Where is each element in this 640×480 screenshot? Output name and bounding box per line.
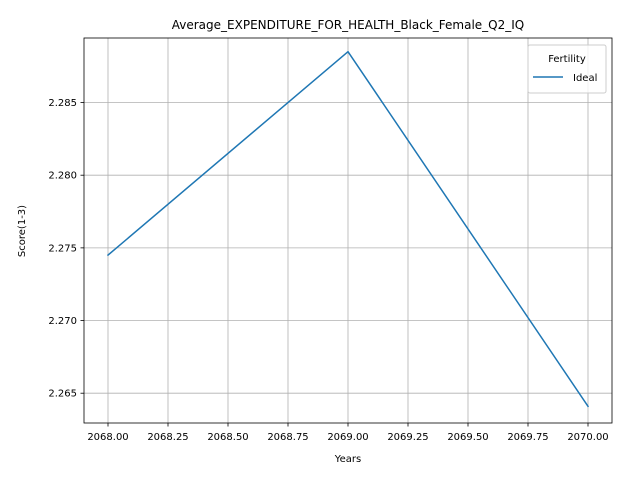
x-tick-label: 2069.75 [507,432,548,443]
y-axis-label: Score(1-3) [17,205,28,257]
y-tick-label: 2.270 [48,316,77,327]
legend: Fertility Ideal [527,44,607,94]
axis-ticks: 2068.00 2068.25 2068.50 2068.75 2069.00 2069.… [48,98,608,443]
series-line-ideal [106,50,590,408]
x-axis-label: Years [334,454,361,465]
chart-title: Average_EXPENDITURE_FOR_HEALTH_Black_Fem… [172,18,525,32]
x-tick-label: 2068.00 [87,432,128,443]
y-tick-label: 2.285 [48,98,77,109]
grid-lines [84,38,612,423]
x-tick-label: 2069.00 [327,432,368,443]
legend-entry-ideal: Ideal [573,73,597,84]
x-tick-label: 2068.75 [267,432,308,443]
y-tick-label: 2.275 [48,243,77,254]
legend-box [527,44,607,94]
legend-title: Fertility [548,54,586,65]
plot-frame [83,37,613,424]
series-layer [106,50,590,408]
y-tick-label: 2.280 [48,171,77,182]
x-tick-label: 2068.50 [207,432,248,443]
x-tick-label: 2069.25 [387,432,428,443]
y-tick-label: 2.265 [48,389,77,400]
x-tick-label: 2069.50 [447,432,488,443]
x-tick-label: 2070.00 [567,432,608,443]
x-tick-label: 2068.25 [147,432,188,443]
